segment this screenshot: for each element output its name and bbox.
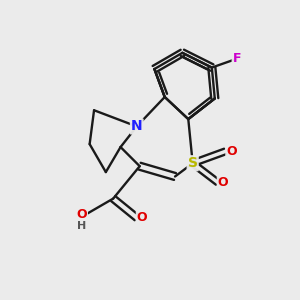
Text: O: O bbox=[226, 145, 237, 158]
Text: H: H bbox=[77, 221, 86, 231]
Text: O: O bbox=[137, 211, 147, 224]
Text: N: N bbox=[131, 119, 142, 134]
Text: O: O bbox=[76, 208, 87, 221]
Text: S: S bbox=[188, 156, 198, 170]
Text: F: F bbox=[232, 52, 241, 65]
Text: O: O bbox=[218, 176, 228, 189]
